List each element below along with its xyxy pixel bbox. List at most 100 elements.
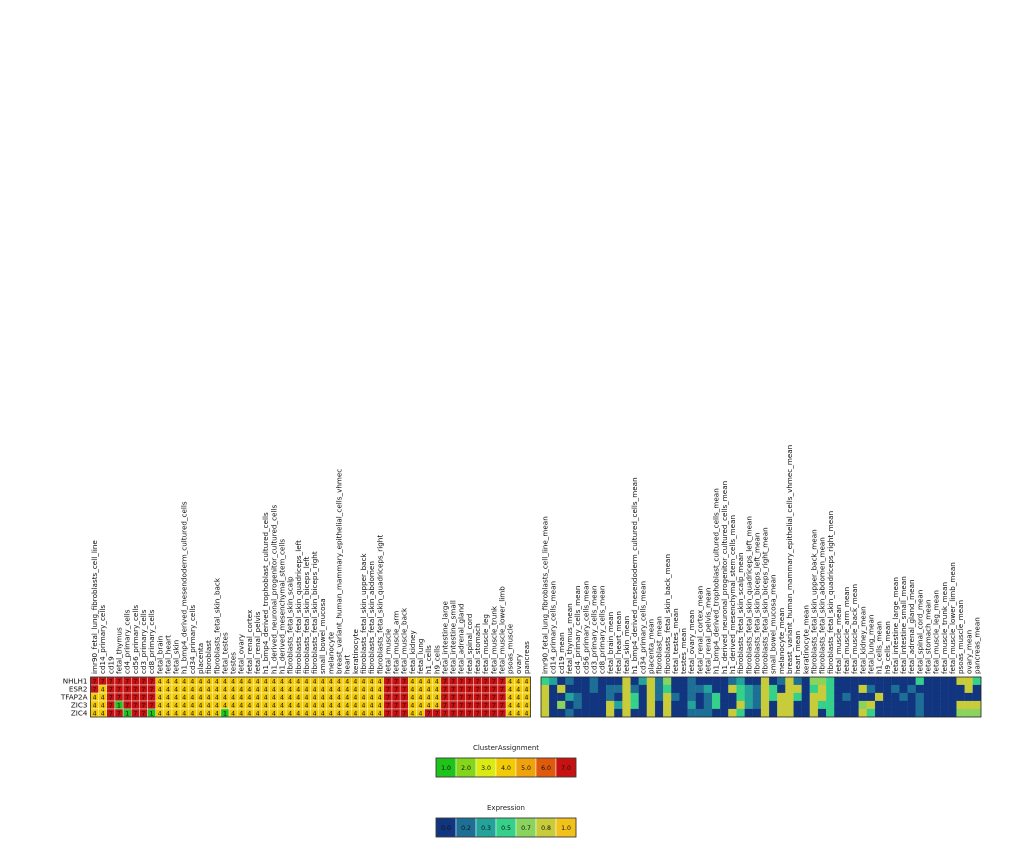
column-label: fetal_muscle_back [400,607,409,674]
cluster-cell-label: 7 [101,678,105,685]
cluster-cell-label: 4 [378,678,382,685]
expression-cell [565,684,574,694]
expression-cell [597,700,607,710]
expression-cell [687,708,696,718]
cluster-cell-label: 1 [150,710,154,717]
expression-cell [932,708,941,718]
expression-cell [915,692,925,702]
cluster-cell-label: 7 [459,710,463,717]
cluster-cell-label: 4 [158,686,162,693]
cluster-cell-label: 7 [150,686,154,693]
expression-cell [907,700,916,710]
column-label: h1_cells [424,645,433,674]
cluster-cell-label: 4 [329,678,333,685]
cluster-cell-label: 4 [410,694,414,701]
cluster-cell-label: 7 [402,710,406,717]
cluster-cell-label: 4 [345,702,349,709]
expression-cell [597,708,607,718]
cluster-cell-label: 4 [190,710,194,717]
column-label: imr90_fetal_lung_fibroblasts_cell_line [90,540,99,674]
cluster-cell-label: 7 [451,694,455,701]
cluster-cell-label: 7 [133,686,137,693]
expression-cell [777,692,786,702]
cluster-cell-label: 7 [484,686,488,693]
cluster-cell-label: 4 [296,702,300,709]
expression-cell [720,684,729,694]
cluster-cell-label: 4 [361,710,365,717]
column-label: cd8_primary_cells [147,609,156,674]
cluster-cell-label: 4 [182,694,186,701]
expression-cell [557,676,566,686]
expression-cell [695,708,705,718]
column-label: fibroblasts_fetal_skin_quadriceps_left [294,540,303,674]
cluster-cell-label: 4 [524,678,528,685]
column-label: melanocyte [326,631,335,674]
expression-cell [809,700,819,710]
column-label: cd14_primary_cells [98,605,107,674]
legend-label: 0.3 [481,825,491,832]
expression-cell [826,684,835,694]
cluster-cell-label: 7 [467,702,471,709]
column-label: fibroblasts_fetal_skin_abdomen_mean [818,537,827,674]
cluster-cell-label: 7 [492,702,496,709]
cluster-cell-label: 4 [239,686,243,693]
row-label: ESR2 [69,685,88,694]
expression-cell [760,676,770,686]
legend-label: 0.0 [441,825,451,832]
column-label: small_bowel_mucosa_mean [769,574,778,674]
expression-cell [834,676,843,686]
expression-cell [752,676,762,686]
expression-cell [964,676,973,686]
cluster-cell-label: 7 [150,702,154,709]
cluster-cell-label: 7 [394,678,398,685]
expression-cell [850,684,859,694]
expression-cell [809,708,819,718]
expression-cell [923,684,933,694]
cluster-cell-label: 4 [288,678,292,685]
cluster-cell-label: 7 [402,702,406,709]
cluster-cell-label: 4 [166,702,170,709]
cluster-heatmap-border [90,676,531,718]
expression-cell [679,684,688,694]
expression-cell [826,676,835,686]
expression-cell [940,676,949,686]
legend-label: 0.7 [521,825,531,832]
cluster-cell-label: 7 [443,694,447,701]
cluster-cell-label: 4 [304,678,308,685]
expression-cell [752,708,762,718]
expression-cell [817,684,827,694]
cluster-cell-label: 4 [256,686,260,693]
expression-cell [826,708,835,718]
expression-cell [899,684,908,694]
cluster-cell-label: 4 [93,702,97,709]
expression-cell [549,684,558,694]
expression-cell [646,692,656,702]
column-label: fetal_renal_cortex_mean [695,586,704,674]
cluster-cell-label: 4 [337,710,341,717]
expression-cell [703,684,713,694]
expression-cell [695,700,705,710]
expression-cell [671,700,680,710]
expression-cell [654,700,664,710]
expression-cell [679,708,688,718]
column-label: cd4_primary_cells_mean [573,586,582,675]
expression-cell [638,692,648,702]
expression-cell [663,708,672,718]
column-label: keratinocyte_mean [801,605,810,674]
expression-cell [663,676,672,686]
expression-cell [614,684,623,694]
column-label: testes_mean [679,628,688,674]
column-label: fetal_testes [220,632,229,674]
expression-cell [940,692,949,702]
column-label: fetal_muscle_leg_mean [932,590,941,674]
cluster-cell-label: 4 [158,694,162,701]
expression-cell [874,684,884,694]
cluster-cell-label: 7 [476,686,480,693]
cluster-cell-label: 7 [476,694,480,701]
expression-cell [972,692,982,702]
cluster-cell-label: 7 [109,686,113,693]
expression-cell [874,676,884,686]
cluster-cell-label: 4 [524,686,528,693]
expression-cell [736,700,745,710]
